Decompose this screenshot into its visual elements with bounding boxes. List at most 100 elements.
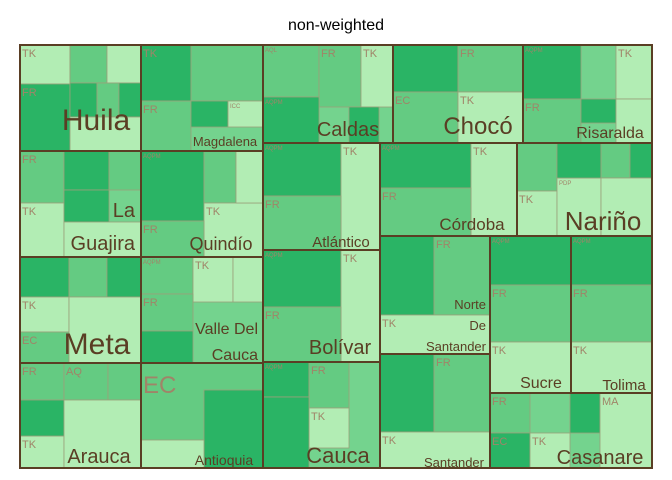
region-label-santander: Santander [424,455,485,470]
treemap-cell-valle-del-cauca-1 [192,256,234,303]
treemap-region-labels: Huila Magdalena Caldas Chocó Risaralda La Guaj… [62,104,647,470]
region-label-la-guajira-line-1: Guajira [71,233,136,255]
treemap-cell-arauca-3 [19,399,65,437]
cell-label-casanare-1: EC [492,436,507,448]
region-label-quindio: Quindío [189,234,252,254]
treemap-cell-casanare-4 [599,392,653,469]
cell-label-caldas-0: AQL [265,48,278,54]
cell-label-la-guajira-0: FR [22,154,37,166]
region-label-cordoba: Córdoba [439,215,505,234]
treemap-cell-caldas-3 [262,96,320,144]
treemap-cell-narino-2 [556,177,602,237]
treemap-cell-bolivar-2 [262,306,342,363]
treemap-cell-norte-de-santander-0 [379,235,435,316]
treemap-cell-magdalena-4 [227,100,264,128]
treemap-cell-magdalena-2 [140,100,192,152]
treemap-cell-cauca-2 [308,407,350,449]
cell-label-quindio-0: AQPM [143,154,161,160]
cell-label-bolivar-1: TK [343,253,358,265]
region-label-atlantico: Atlántico [312,234,370,251]
treemap-cell-huila-3 [106,44,142,84]
cell-label-arauca-2: TK [22,439,37,451]
region-label-valle-del-cauca-line-1: Cauca [212,347,258,364]
region-label-antioquia: Antioquia [195,452,254,468]
region-label-narino: Nariño [565,206,642,236]
treemap-cell-caldas-4 [348,106,380,144]
treemap-cell-magdalena-1 [190,44,264,102]
cell-label-huila-0: TK [22,48,37,60]
region-label-tolima: Tolima [602,377,646,394]
cell-label-sucre-0: AQPM [492,239,510,245]
cell-label-choco-3: TK [460,95,475,107]
region-label-meta: Meta [64,328,131,361]
treemap-cell-quindio-1 [203,150,237,204]
cell-label-norte-de-santander-2: TK [382,318,397,330]
region-label-choco: Chocó [443,113,512,140]
cell-label-valle-del-cauca-0: AQPM [143,260,161,266]
treemap-cell-quindio-0 [140,150,205,222]
treemap-cell-santander-0 [379,353,435,433]
cell-label-cordoba-2: FR [382,191,397,203]
treemap-cell-arauca-4 [107,362,142,401]
chart-title: non-weighted [287,17,385,34]
cell-label-risaralda-0: AQPM [525,48,543,54]
treemap-cell-valle-del-cauca-3 [140,330,194,364]
treemap-cell-quindio-2 [203,202,264,258]
treemap-cell-quindio-4 [235,150,264,204]
treemap-cell-atlantico-0 [262,142,342,197]
treemap-cell-arauca-5 [63,399,142,469]
treemap-cell-tolima-2 [570,341,653,394]
cell-label-narino-2: PDP [559,181,571,187]
treemap-cell-meta-4 [106,256,142,298]
treemap-cell-la-guajira-4 [63,189,110,223]
treemap-cell-narino-1 [516,190,558,237]
cell-label-santander-1: FR [436,357,451,369]
treemap-cell-bolivar-1 [340,249,381,363]
cell-label-arauca-0: FR [22,366,37,378]
treemap-cell-narino-4 [600,142,631,179]
treemap-cell-narino-0 [516,142,558,192]
cell-label-meta-2: EC [22,335,37,347]
treemap-cell-meta-5 [68,296,142,364]
cell-label-bolivar-2: FR [265,310,280,322]
treemap-cell-casanare-3 [569,392,601,434]
cell-label-atlantico-1: TK [343,146,358,158]
cell-label-casanare-0: FR [492,396,507,408]
cell-label-valle-del-cauca-2: FR [143,297,158,309]
cell-label-casanare-4: MA [602,396,619,408]
treemap-cell-la-guajira-2 [108,150,142,191]
region-label-sucre: Sucre [520,375,562,392]
treemap-cell-santander-2 [379,431,491,469]
treemap-cell-santander-1 [433,353,491,433]
cell-label-norte-de-santander-1: FR [436,239,451,251]
treemap-cell-meta-2 [19,331,70,364]
treemap-cell-huila-7 [69,116,142,152]
cell-label-quindio-2: TK [206,206,221,218]
treemap-cell-casanare-2 [529,432,571,469]
treemap-cell-meta-0 [19,256,70,298]
cell-label-cauca-2: TK [311,411,326,423]
cell-label-caldas-2: TK [363,48,378,60]
region-label-casanare: Casanare [557,447,644,469]
region-label-norte-de-santander-line-2: Santander [426,339,487,354]
treemap-cell-huila-2 [69,44,108,84]
region-label-magdalena: Magdalena [193,134,258,149]
cell-label-caldas-1: FR [321,48,336,60]
treemap-cell-la-guajira-1 [63,150,110,191]
treemap-cell-la-guajira-3 [19,202,65,258]
cell-label-cauca-1: FR [311,365,326,377]
cell-label-cauca-0: AQPM [265,365,283,371]
cell-label-cordoba-1: TK [473,146,488,158]
cell-label-sucre-1: FR [492,288,507,300]
treemap-cell-valle-del-cauca-2 [140,293,194,332]
cell-label-risaralda-2: FR [525,102,540,114]
treemap-cell-valle-del-cauca-4 [232,256,264,303]
region-label-norte-de-santander-line-0: Norte [454,297,486,312]
treemap-cell-magdalena-3 [190,100,229,128]
treemap-cell-choco-3 [457,91,524,144]
treemap-cell-huila-0 [19,44,71,85]
cell-label-magdalena-2: FR [143,104,158,116]
region-label-huila: Huila [62,104,131,137]
treemap-cell-choco-1 [457,44,524,93]
